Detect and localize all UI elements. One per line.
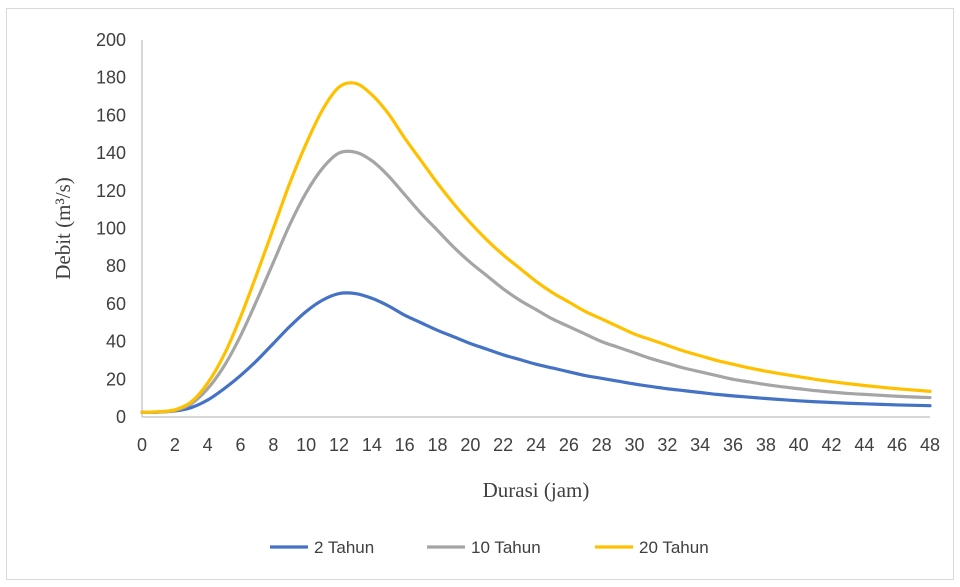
x-tick-label: 28	[592, 435, 612, 455]
y-tick-label: 80	[106, 256, 126, 276]
x-tick-label: 2	[170, 435, 180, 455]
x-tick-label: 26	[559, 435, 579, 455]
x-tick-label: 36	[723, 435, 743, 455]
legend-label-1: 2 Tahun	[314, 538, 374, 557]
x-tick-label: 16	[395, 435, 415, 455]
series-lines	[140, 81, 932, 414]
y-axis-title: Debit (m³/s)	[51, 177, 75, 280]
x-tick-label: 48	[920, 435, 940, 455]
x-tick-label: 32	[657, 435, 677, 455]
y-tick-label: 160	[96, 105, 126, 125]
x-tick-label: 12	[329, 435, 349, 455]
y-tick-label: 180	[96, 68, 126, 88]
x-tick-label: 8	[268, 435, 278, 455]
y-tick-label: 60	[106, 294, 126, 314]
x-tick-label: 22	[493, 435, 513, 455]
x-tick-label: 44	[854, 435, 874, 455]
x-axis-title: Durasi (jam)	[483, 478, 590, 502]
x-tick-label: 14	[362, 435, 382, 455]
x-tick-labels: 0 2 4 6 8 10 12 14 16 18 20 22 24 26 28 30 32 34 36 38 40 42 4…	[137, 435, 940, 455]
legend-label-2: 10 Tahun	[471, 538, 541, 557]
x-tick-label: 34	[690, 435, 710, 455]
series-line-3	[140, 81, 932, 414]
x-tick-label: 0	[137, 435, 147, 455]
x-tick-label: 10	[296, 435, 316, 455]
series-line-1	[140, 291, 932, 414]
legend: 2 Tahun 10 Tahun 20 Tahun	[270, 538, 709, 557]
series-line-2	[140, 149, 932, 414]
x-tick-label: 20	[460, 435, 480, 455]
y-tick-label: 20	[106, 369, 126, 389]
y-tick-label: 0	[116, 407, 126, 427]
y-tick-label: 140	[96, 143, 126, 163]
y-tick-label: 120	[96, 181, 126, 201]
chart-area	[6, 8, 954, 580]
legend-label-3: 20 Tahun	[639, 538, 709, 557]
x-tick-label: 46	[887, 435, 907, 455]
x-tick-label: 4	[203, 435, 213, 455]
y-tick-labels: 0 20 40 60 80 100 120 140 160 180 200	[96, 30, 126, 427]
y-tick-label: 100	[96, 219, 126, 239]
y-tick-label: 200	[96, 30, 126, 50]
x-tick-label: 30	[624, 435, 644, 455]
x-tick-label: 42	[821, 435, 841, 455]
x-tick-label: 6	[235, 435, 245, 455]
x-tick-label: 40	[789, 435, 809, 455]
x-tick-label: 18	[427, 435, 447, 455]
y-tick-label: 40	[106, 332, 126, 352]
x-tick-label: 24	[526, 435, 546, 455]
x-tick-label: 38	[756, 435, 776, 455]
